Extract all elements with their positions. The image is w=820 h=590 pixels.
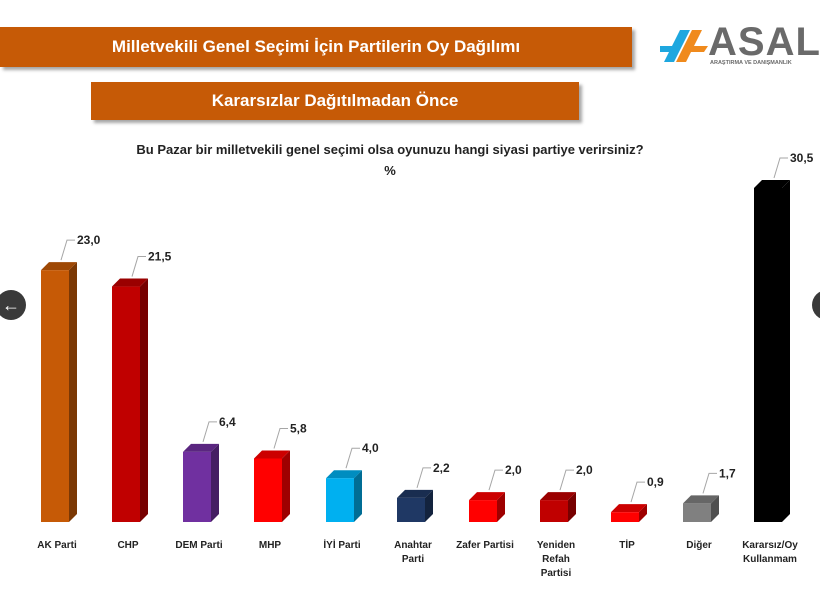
bar-top	[41, 262, 77, 271]
data-label: 2,2	[433, 461, 450, 475]
category-label: DEM Parti	[175, 540, 222, 551]
chart-title-banner: Milletvekili Genel Seçimi İçin Partileri…	[0, 27, 632, 67]
label-leader-line	[202, 421, 217, 443]
label-leader-line	[702, 472, 717, 494]
category-label: MHP	[259, 540, 282, 551]
bar-side	[282, 450, 290, 522]
bar-top	[397, 489, 433, 498]
survey-question: Bu Pazar bir milletvekili genel seçimi o…	[136, 142, 644, 157]
bar-side	[782, 180, 790, 522]
data-label: 2,0	[576, 463, 593, 477]
category-label: CHP	[117, 540, 138, 551]
label-leader-line	[273, 427, 288, 449]
bar-top	[112, 278, 148, 287]
category-label: Yeniden	[537, 540, 575, 551]
bar-side	[140, 278, 148, 522]
category-label: AK Parti	[37, 540, 77, 551]
bar	[41, 270, 69, 522]
chart-subtitle: Kararsızlar Dağıtılmadan Önce	[211, 91, 459, 110]
category-label: Zafer Partisi	[456, 540, 514, 551]
unit-label: %	[384, 163, 396, 178]
bar-group: 4,0 İYİ Parti	[323, 441, 379, 551]
bar-top	[754, 180, 790, 188]
bar-group: 0,9 TİP	[611, 475, 664, 551]
bar	[326, 478, 354, 522]
category-label: Anahtar	[394, 540, 432, 551]
bar-group: 21,5 CHP	[112, 250, 172, 551]
bar	[469, 500, 497, 522]
bar-side	[69, 262, 77, 522]
data-label: 30,5	[790, 151, 814, 165]
bar-group: 6,4 DEM Parti	[175, 415, 236, 551]
bar-side	[568, 492, 576, 522]
bar-side	[497, 492, 505, 522]
category-label: Parti	[402, 554, 424, 565]
bar	[112, 286, 140, 522]
bar-top	[254, 450, 290, 459]
bar-top	[183, 443, 219, 452]
chart-title: Milletvekili Genel Seçimi İçin Partileri…	[111, 37, 521, 56]
data-label: 1,7	[719, 466, 736, 480]
bar	[754, 188, 782, 522]
data-label: 4,0	[362, 441, 379, 455]
category-label: Kararsız/Oy	[742, 540, 798, 551]
category-label: Kullanmam	[743, 554, 797, 565]
bar-top	[326, 470, 362, 479]
category-label: İYİ Parti	[323, 538, 360, 551]
label-leader-line	[559, 469, 574, 491]
logo-tagline: ARAŞTIRMA VE DANIŞMANLIK	[710, 60, 792, 66]
bar-group: 5,8 MHP	[254, 421, 307, 551]
category-label: TİP	[619, 538, 635, 551]
data-label: 0,9	[647, 475, 664, 489]
bar-group: 2,2 Anahtar Parti	[394, 461, 450, 565]
bar-group: 30,5 Kararsız/Oy Kullanmam	[742, 151, 813, 565]
bar-group: 2,0 Yeniden Refah Partisi	[537, 463, 593, 579]
bar	[397, 497, 425, 522]
chart-subtitle-banner: Kararsızlar Dağıtılmadan Önce	[91, 82, 579, 120]
previous-arrow-icon[interactable]: ←	[0, 290, 26, 320]
data-label: 2,0	[505, 463, 522, 477]
label-leader-line	[416, 467, 431, 489]
asal-logo: ASAL ARAŞTIRMA VE DANIŞMANLIK	[660, 20, 820, 72]
bar-side	[639, 504, 647, 522]
asal-logo-icon	[660, 30, 708, 62]
category-label: Diğer	[686, 540, 712, 551]
bar-group: 1,7 Diğer	[683, 466, 736, 551]
bar-group: 2,0 Zafer Partisi	[456, 463, 522, 551]
bar-side	[211, 443, 219, 522]
data-label: 21,5	[148, 250, 172, 264]
data-label: 6,4	[219, 415, 236, 429]
bar-top	[540, 492, 576, 501]
label-leader-line	[488, 469, 503, 491]
logo-wordmark: ASAL	[708, 20, 820, 64]
next-arrow-icon[interactable]	[812, 290, 820, 320]
label-leader-line	[345, 447, 360, 469]
category-label: Refah	[542, 554, 570, 565]
bar-top	[683, 495, 719, 504]
label-leader-line	[773, 157, 788, 179]
bar-side	[425, 489, 433, 522]
bar	[540, 500, 568, 522]
bar-top	[611, 504, 647, 513]
label-leader-line	[60, 239, 75, 261]
bar	[683, 503, 711, 522]
bar	[254, 458, 282, 522]
bar-side	[711, 495, 719, 522]
bar	[183, 451, 211, 522]
label-leader-line	[630, 481, 645, 503]
data-label: 5,8	[290, 421, 307, 435]
bar-top	[469, 492, 505, 501]
bar-group: 23,0 AK Parti	[37, 233, 100, 551]
label-leader-line	[131, 256, 146, 277]
bar	[611, 512, 639, 522]
data-label: 23,0	[77, 233, 101, 247]
bar-side	[354, 470, 362, 522]
category-label: Partisi	[541, 568, 572, 579]
